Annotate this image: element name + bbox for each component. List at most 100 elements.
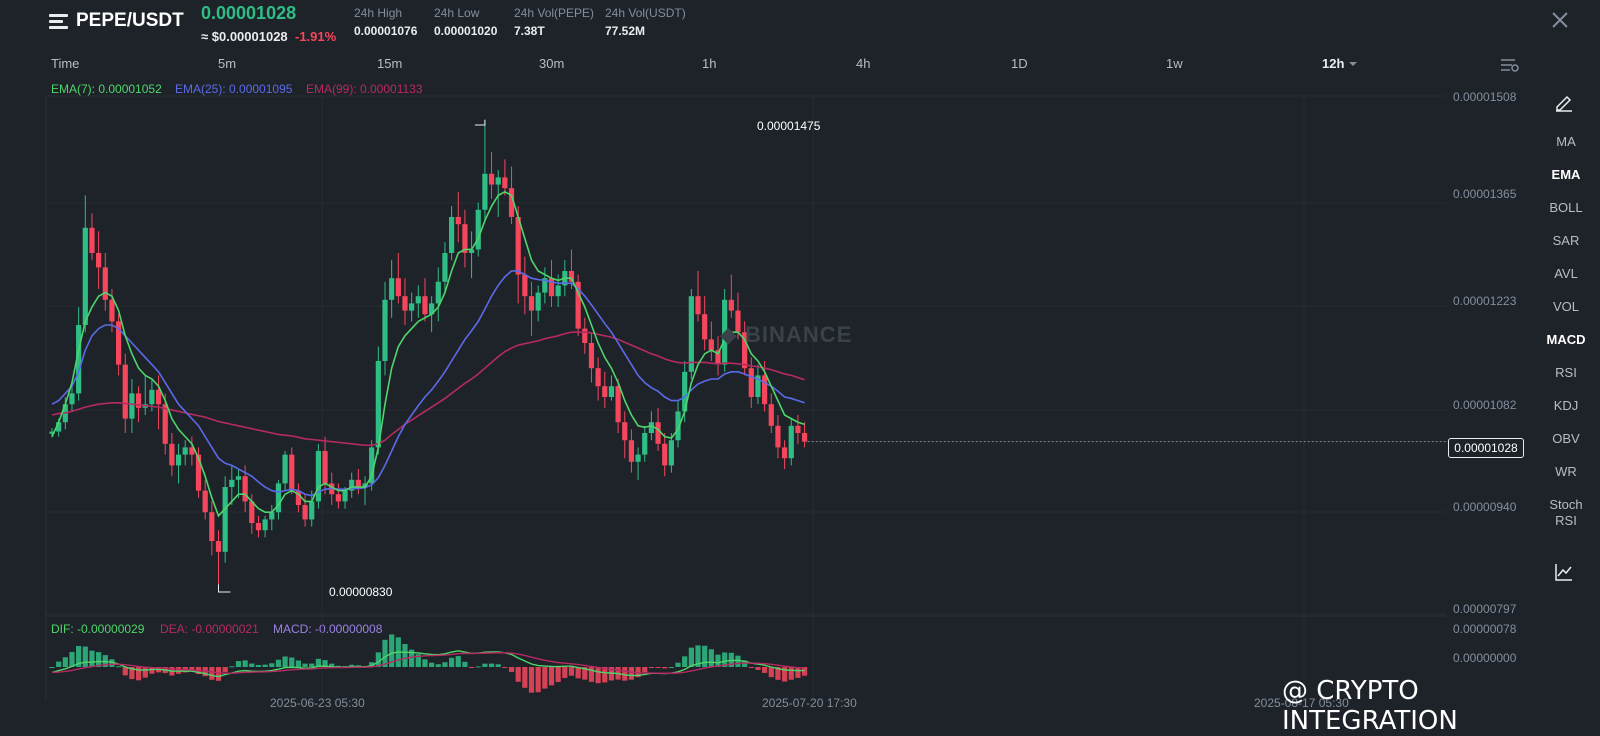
candle-body [482, 173, 488, 210]
tab-time[interactable]: Time [51, 56, 80, 71]
macd-histogram-bar [468, 667, 475, 668]
candle-body [275, 483, 282, 513]
pencil-icon[interactable] [1554, 92, 1574, 112]
candle-body [209, 512, 215, 542]
indicator-vol[interactable]: VOL [1552, 299, 1579, 314]
macd-histogram-bar [402, 644, 408, 667]
low-price-label: 0.00000830 [329, 585, 393, 599]
x-tick: 2025-08-17 05:30 [1254, 696, 1349, 710]
ema25-legend: EMA(25): 0.00001095 [175, 82, 293, 96]
indicator-wr[interactable]: WR [1555, 464, 1577, 479]
indicator-kdj[interactable]: KDJ [1553, 398, 1579, 413]
candle-body [801, 433, 808, 442]
candle-body [302, 505, 308, 520]
macd-histogram-bar [369, 662, 375, 667]
credit-watermark: @ CRYPTO INTEGRATION [1282, 676, 1458, 736]
stat-label-24h-low: 24h Low [434, 6, 480, 20]
macd-histogram-bar [149, 667, 155, 674]
chart-line-icon[interactable] [1554, 562, 1574, 582]
candle-body [235, 476, 242, 480]
candle-body [522, 274, 528, 297]
tab-4h[interactable]: 4h [856, 56, 871, 71]
macd-histogram-bar [602, 667, 608, 683]
macd-histogram-bar [62, 657, 68, 667]
usd-price: ≈ $0.00001028 [201, 29, 288, 44]
indicator-sar[interactable]: SAR [1552, 233, 1580, 248]
macd-histogram-bar [648, 667, 654, 668]
candle-body [382, 299, 388, 362]
candle-body [568, 270, 575, 282]
stat-value-vol-usdt: 77.52M [605, 24, 646, 38]
macd-histogram-bar [116, 666, 122, 668]
candlestick-chart[interactable] [0, 0, 1600, 720]
last-price: 0.00001028 [201, 3, 297, 23]
macd-histogram-bar [309, 663, 315, 667]
macd-histogram-bar [675, 662, 681, 667]
indicator-avl[interactable]: AVL [1554, 266, 1578, 281]
candle-body [435, 281, 441, 304]
current-price-tag: 0.00001028 [1448, 438, 1524, 458]
indicator-ma[interactable]: MA [1556, 134, 1576, 149]
tab-15m[interactable]: 15m [377, 56, 403, 71]
macd-histogram-bar [702, 645, 708, 667]
tab-12h[interactable]: 12h [1322, 56, 1358, 71]
indicator-ema[interactable]: EMA [1551, 167, 1581, 182]
tab-5m[interactable]: 5m [218, 56, 237, 71]
macd-histogram-bar [682, 656, 688, 667]
menu-icon[interactable] [49, 14, 68, 30]
macd-histogram-bar [342, 666, 348, 668]
candle-body [102, 267, 108, 300]
stat-label-vol-usdt: 24h Vol(USDT) [605, 6, 686, 20]
macd-histogram-bar [708, 649, 714, 667]
candle-body [175, 454, 182, 466]
macd-histogram-bar [249, 663, 255, 667]
candle-body [49, 431, 55, 434]
tab-1w[interactable]: 1w [1166, 56, 1183, 71]
indicator-obv[interactable]: OBV [1552, 431, 1580, 446]
chevron-down-icon [1349, 62, 1358, 66]
candle-body [462, 224, 468, 253]
price-change: -1.91% [295, 29, 337, 44]
candle-body [648, 422, 654, 434]
candle-body [202, 490, 208, 513]
macd-histogram-bar [742, 660, 748, 667]
tab-30m[interactable]: 30m [539, 56, 565, 71]
candle-body [189, 447, 195, 455]
candle-body [215, 541, 222, 552]
macd-histogram-bar [56, 661, 62, 667]
macd-histogram-bar [568, 667, 575, 676]
y-tick: 0.00000797 [1453, 602, 1517, 616]
indicator-stoch-rsi[interactable]: Stoch RSI [1549, 497, 1583, 528]
candle-body [582, 328, 588, 343]
macd-histogram-bar [442, 662, 448, 667]
dea-line [51, 652, 805, 674]
macd-histogram-bar [495, 664, 501, 667]
pair-title[interactable]: PEPE/USDT [76, 10, 184, 31]
candle-body [69, 393, 75, 405]
macd-histogram-bar [109, 659, 115, 667]
macd-histogram-bar [89, 650, 95, 667]
tab-1h[interactable]: 1h [702, 56, 717, 71]
indicator-boll[interactable]: BOLL [1549, 200, 1583, 215]
candle-body [242, 476, 248, 502]
macd-histogram-bar [722, 652, 728, 667]
stat-value-24h-low: 0.00001020 [434, 24, 498, 38]
candle-body [249, 501, 255, 524]
macd-histogram-bar [389, 634, 395, 667]
candle-body [169, 443, 175, 466]
macd-histogram-bar [755, 667, 761, 670]
stat-value-24h-high: 0.00001076 [354, 24, 418, 38]
candle-body [76, 324, 82, 394]
indicator-rsi[interactable]: RSI [1555, 365, 1577, 380]
candle-body [135, 393, 142, 408]
watermark-text: BINANCE [745, 322, 853, 347]
indicator-macd[interactable]: MACD [1546, 332, 1586, 347]
settings-icon[interactable] [1500, 57, 1520, 73]
macd-histogram-bar [628, 667, 635, 680]
macd-histogram-bar [76, 646, 82, 667]
candle-body [795, 425, 801, 434]
candle-body [502, 177, 508, 189]
close-icon[interactable] [1550, 10, 1570, 30]
tab-1d[interactable]: 1D [1011, 56, 1028, 71]
macd-histogram-bar [488, 663, 495, 667]
